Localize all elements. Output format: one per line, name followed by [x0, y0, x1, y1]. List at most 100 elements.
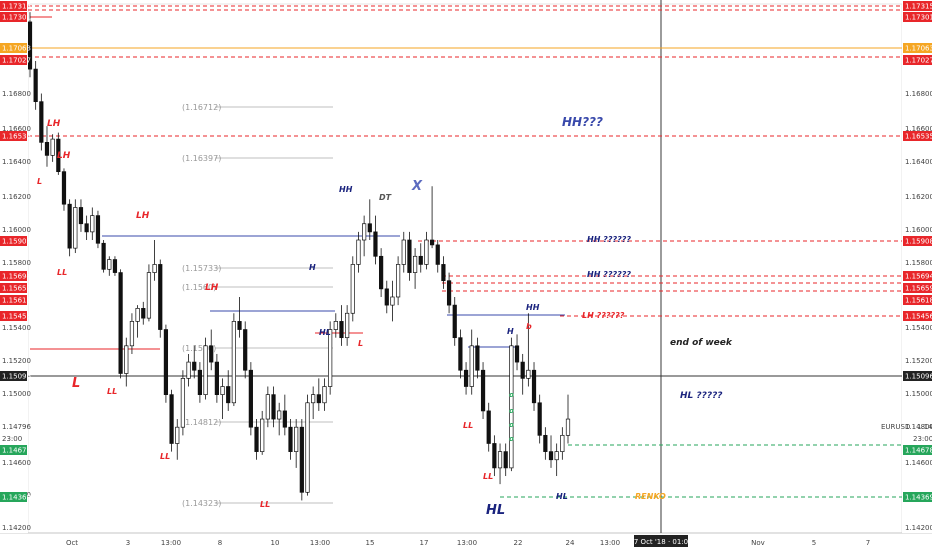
- candle-body: [101, 242, 106, 270]
- right-tick-label-9: 1.14800: [905, 423, 932, 431]
- candle-body: [197, 369, 203, 395]
- left-price-axis[interactable]: 1.16800 1.16600 1.16400 1.16200 1.16000 1.158…: [0, 0, 31, 533]
- right-tick-label-0: 1.16800: [905, 90, 932, 98]
- candle-body: [146, 272, 152, 319]
- candle-body: [186, 361, 191, 379]
- candle-body: [107, 259, 112, 270]
- candle-body: [192, 361, 197, 371]
- left-tick-label-10: 1.14600: [2, 459, 31, 467]
- left-tick-label-6: 1.15400: [2, 324, 31, 332]
- x-tick-label-4: 10: [271, 539, 280, 547]
- candle-body: [78, 207, 84, 225]
- candle-body: [243, 329, 248, 371]
- right-axis-bg: [902, 0, 932, 533]
- left-price-tag-label-9: 1.15456: [2, 313, 31, 321]
- candle-body: [458, 337, 463, 371]
- left-price-tag-3: [0, 55, 27, 65]
- candle-body: [288, 426, 293, 452]
- annotation-13: H: [309, 263, 316, 272]
- candle-body: [548, 451, 554, 461]
- candle-body: [158, 264, 163, 330]
- right-price-tag-label-7: 1.15659: [905, 285, 932, 293]
- left-price-tag-label-0: 1.17315: [2, 3, 31, 11]
- left-tick-label-9: 1.14796: [2, 423, 31, 431]
- candle-body: [316, 394, 321, 404]
- candle-body: [565, 418, 571, 436]
- candle-body: [169, 394, 174, 444]
- left-axis-bg: [0, 0, 28, 533]
- time-axis[interactable]: Oct 3 13:00 8 10 13:00 15 17 13:00 22 24 13:00 Nov 5 7…: [66, 535, 870, 547]
- right-price-tag-label-9: 1.15456: [905, 313, 932, 321]
- right-price-tag-label-0: 1.17315: [905, 3, 932, 11]
- right-price-tag-label-4: 1.16535: [905, 133, 932, 141]
- left-price-tag-8: [0, 295, 27, 305]
- candle-body: [435, 244, 440, 265]
- right-tick-label-3: 1.16200: [905, 193, 932, 201]
- candle-body: [180, 378, 186, 428]
- right-price-axis[interactable]: 1.16800 1.16600 1.16400 1.16200 1.16000 1.158…: [881, 0, 932, 533]
- annotation-11: DT: [379, 193, 392, 202]
- left-price-tag-label-12: 1.14369: [2, 494, 31, 502]
- left-price-tag-label-2: 1.17063: [2, 45, 31, 53]
- x-tick-label-13: 5: [812, 539, 816, 547]
- right-price-tag-label-11: 1.14678: [905, 447, 932, 455]
- candle-body: [362, 223, 367, 241]
- left-price-tag-11: [0, 445, 27, 455]
- candle-body: [141, 308, 146, 319]
- candle-body: [424, 239, 429, 265]
- candle-body: [282, 410, 287, 428]
- candle-body: [118, 272, 123, 374]
- x-tick-label-6: 15: [366, 539, 375, 547]
- renko-marker-2: o: [509, 421, 514, 429]
- annotation-6: LL: [107, 387, 117, 396]
- candle-body: [339, 321, 344, 339]
- annotation-14: HL: [319, 328, 331, 337]
- right-price-tag-label-5: 1.15908: [905, 238, 932, 246]
- renko-marker-3: o: [509, 435, 514, 443]
- x-tick-label-12: Nov: [751, 539, 765, 547]
- candle-body: [390, 296, 395, 306]
- candle-body: [560, 434, 565, 452]
- right-price-tag-2: [903, 43, 932, 53]
- left-price-tag-7: [0, 283, 27, 293]
- right-price-tag-label-3: 1.17027: [905, 57, 932, 65]
- candle-body: [469, 345, 474, 387]
- candle-body: [152, 264, 157, 273]
- gray-level-label-6: (1.14323): [182, 499, 221, 508]
- gray-level-label-5: (1.14812): [182, 418, 221, 427]
- candle-body: [214, 361, 219, 395]
- renko-marker-0: o: [509, 391, 514, 399]
- annotation-12: X: [411, 179, 423, 194]
- x-tick-label-3: 8: [218, 539, 222, 547]
- crosshair-time-label: 27 Oct '18 · 01:00: [629, 538, 692, 546]
- x-tick-label-9: 22: [514, 539, 523, 547]
- left-price-tag-1: [0, 12, 27, 22]
- candle-body: [384, 288, 389, 306]
- left-tick-label-2: 1.16400: [2, 158, 31, 166]
- candle-body: [220, 386, 225, 395]
- candle-body: [231, 321, 236, 404]
- candle-body: [209, 345, 214, 363]
- x-tick-label-7: 17: [420, 539, 429, 547]
- candle-body: [124, 345, 129, 374]
- x-tick-label-11: 13:00: [600, 539, 620, 547]
- right-tick-label-7: 1.15200: [905, 357, 932, 365]
- candle-body: [90, 215, 95, 233]
- right-price-tag-label-2: 1.17063: [905, 45, 932, 53]
- candle-body: [441, 264, 446, 282]
- candle-body: [311, 394, 316, 404]
- annotation-24: LL: [483, 472, 493, 481]
- right-price-tag-6: [903, 271, 932, 281]
- gray-level-label-4: (1.1520): [182, 344, 216, 353]
- annotation-2: L: [37, 177, 42, 186]
- candle-body: [265, 394, 270, 420]
- annotation-25: HL: [556, 492, 568, 501]
- candle-body: [356, 239, 361, 265]
- annotation-22: b: [526, 322, 532, 331]
- annotation-17: HH ??????: [587, 235, 631, 244]
- annotation-8: LH: [205, 283, 219, 293]
- x-tick-label-5: 13:00: [310, 539, 330, 547]
- left-price-tag-label-3: 1.17027: [2, 57, 31, 65]
- candle-body: [543, 434, 548, 452]
